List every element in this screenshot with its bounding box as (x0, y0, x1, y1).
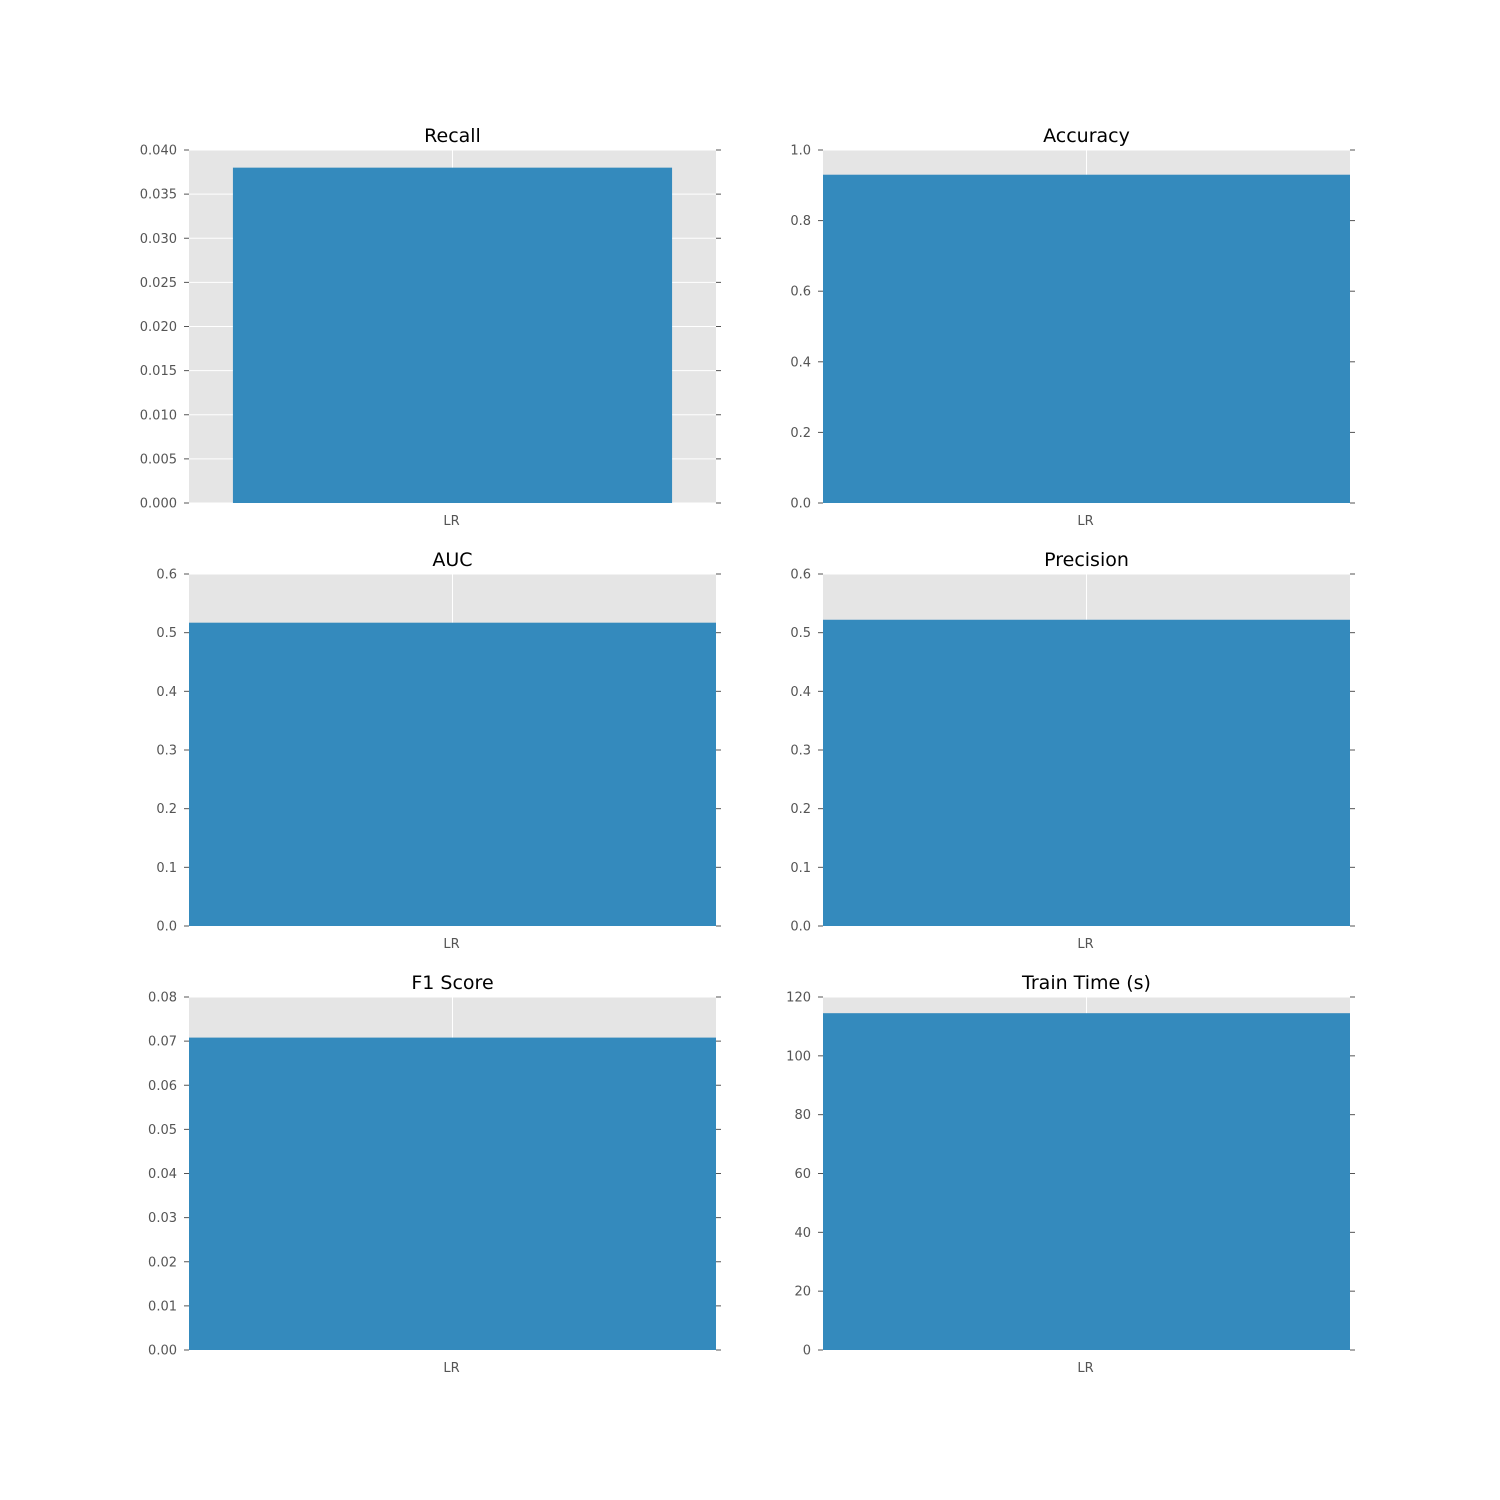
chart-title: Train Time (s) (1021, 972, 1151, 994)
y-tick-label: 0.030 (140, 232, 177, 247)
y-tick-label: 0.8 (790, 214, 811, 229)
y-tick-label: 80 (794, 1108, 811, 1123)
y-tick-label: 0.2 (156, 802, 177, 817)
y-tick-label: 0.6 (790, 285, 811, 300)
y-tick-label: 1.0 (790, 144, 811, 159)
chart-title: F1 Score (411, 972, 493, 994)
y-tick-label: 0.1 (156, 861, 177, 876)
bar-lr (823, 619, 1350, 926)
y-tick-label: 0.025 (140, 276, 177, 291)
y-tick-label: 0.1 (790, 861, 811, 876)
chart-title: Accuracy (1043, 125, 1130, 147)
y-tick-label: 0.07 (148, 1035, 177, 1050)
y-tick-label: 0.000 (140, 497, 177, 512)
x-tick-label: LR (443, 514, 459, 529)
y-tick-label: 0.0 (790, 497, 811, 512)
bar-lr (232, 167, 673, 503)
y-tick-label: 0.010 (140, 408, 177, 423)
y-tick-label: 100 (786, 1049, 811, 1064)
chart-panel: 0.0 0.1 0.2 0.3 0.4 0.5 0.6 LR AUC (156, 549, 721, 952)
y-tick-label: 0.03 (148, 1211, 177, 1226)
y-tick-label: 0.040 (140, 144, 177, 159)
chart-panel: 0 20 40 60 80 100 120 LR Train Time (s) (786, 972, 1355, 1376)
y-tick-label: 0.3 (156, 744, 177, 759)
y-tick-label: 0.035 (140, 188, 177, 203)
y-tick-label: 0.015 (140, 364, 177, 379)
y-tick-label: 0.00 (148, 1344, 177, 1359)
x-tick-label: LR (1077, 1361, 1093, 1376)
y-tick-label: 0.0 (156, 920, 177, 935)
y-tick-label: 60 (794, 1167, 811, 1182)
y-tick-label: 0.3 (790, 744, 811, 759)
y-tick-label: 0.01 (148, 1299, 177, 1314)
y-tick-label: 0.4 (790, 355, 811, 370)
chart-title: AUC (432, 549, 472, 571)
y-tick-label: 0.6 (156, 568, 177, 583)
chart-title: Precision (1044, 549, 1129, 571)
y-tick-label: 0.06 (148, 1079, 177, 1094)
y-tick-label: 120 (786, 991, 811, 1006)
y-tick-label: 0.5 (156, 626, 177, 641)
bar-lr (823, 1013, 1350, 1350)
x-tick-label: LR (443, 937, 459, 952)
y-tick-label: 0.5 (790, 626, 811, 641)
y-tick-label: 0.4 (156, 685, 177, 700)
y-tick-label: 0.05 (148, 1123, 177, 1138)
x-tick-label: LR (1077, 514, 1093, 529)
y-tick-label: 20 (794, 1285, 811, 1300)
y-tick-label: 0.0 (790, 920, 811, 935)
x-tick-label: LR (1077, 937, 1093, 952)
chart-panel: 0.00 0.01 0.02 0.03 0.04 0.05 0.06 0.07 0.08 LR F1… (148, 972, 721, 1376)
chart-panel: 0.000 0.005 0.010 0.015 0.020 0.025 0.030 0.035… (140, 125, 721, 529)
x-tick-label: LR (443, 1361, 459, 1376)
chart-panel: 0.0 0.1 0.2 0.3 0.4 0.5 0.6 LR Precision (790, 549, 1355, 952)
y-tick-label: 0.08 (148, 991, 177, 1006)
y-tick-label: 0.4 (790, 685, 811, 700)
y-tick-label: 0.2 (790, 426, 811, 441)
y-tick-label: 0.02 (148, 1255, 177, 1270)
y-tick-label: 0.04 (148, 1167, 177, 1182)
bar-lr (189, 1037, 716, 1350)
y-tick-label: 0.020 (140, 320, 177, 335)
chart-title: Recall (424, 125, 481, 147)
chart-panel: 0.0 0.2 0.4 0.6 0.8 1.0 LR Accuracy (790, 125, 1355, 529)
y-tick-label: 0.6 (790, 568, 811, 583)
bar-lr (189, 622, 716, 926)
y-tick-label: 0.005 (140, 452, 177, 467)
y-tick-label: 0 (803, 1344, 811, 1359)
y-tick-label: 40 (794, 1226, 811, 1241)
bar-lr (823, 174, 1350, 503)
y-tick-label: 0.2 (790, 802, 811, 817)
